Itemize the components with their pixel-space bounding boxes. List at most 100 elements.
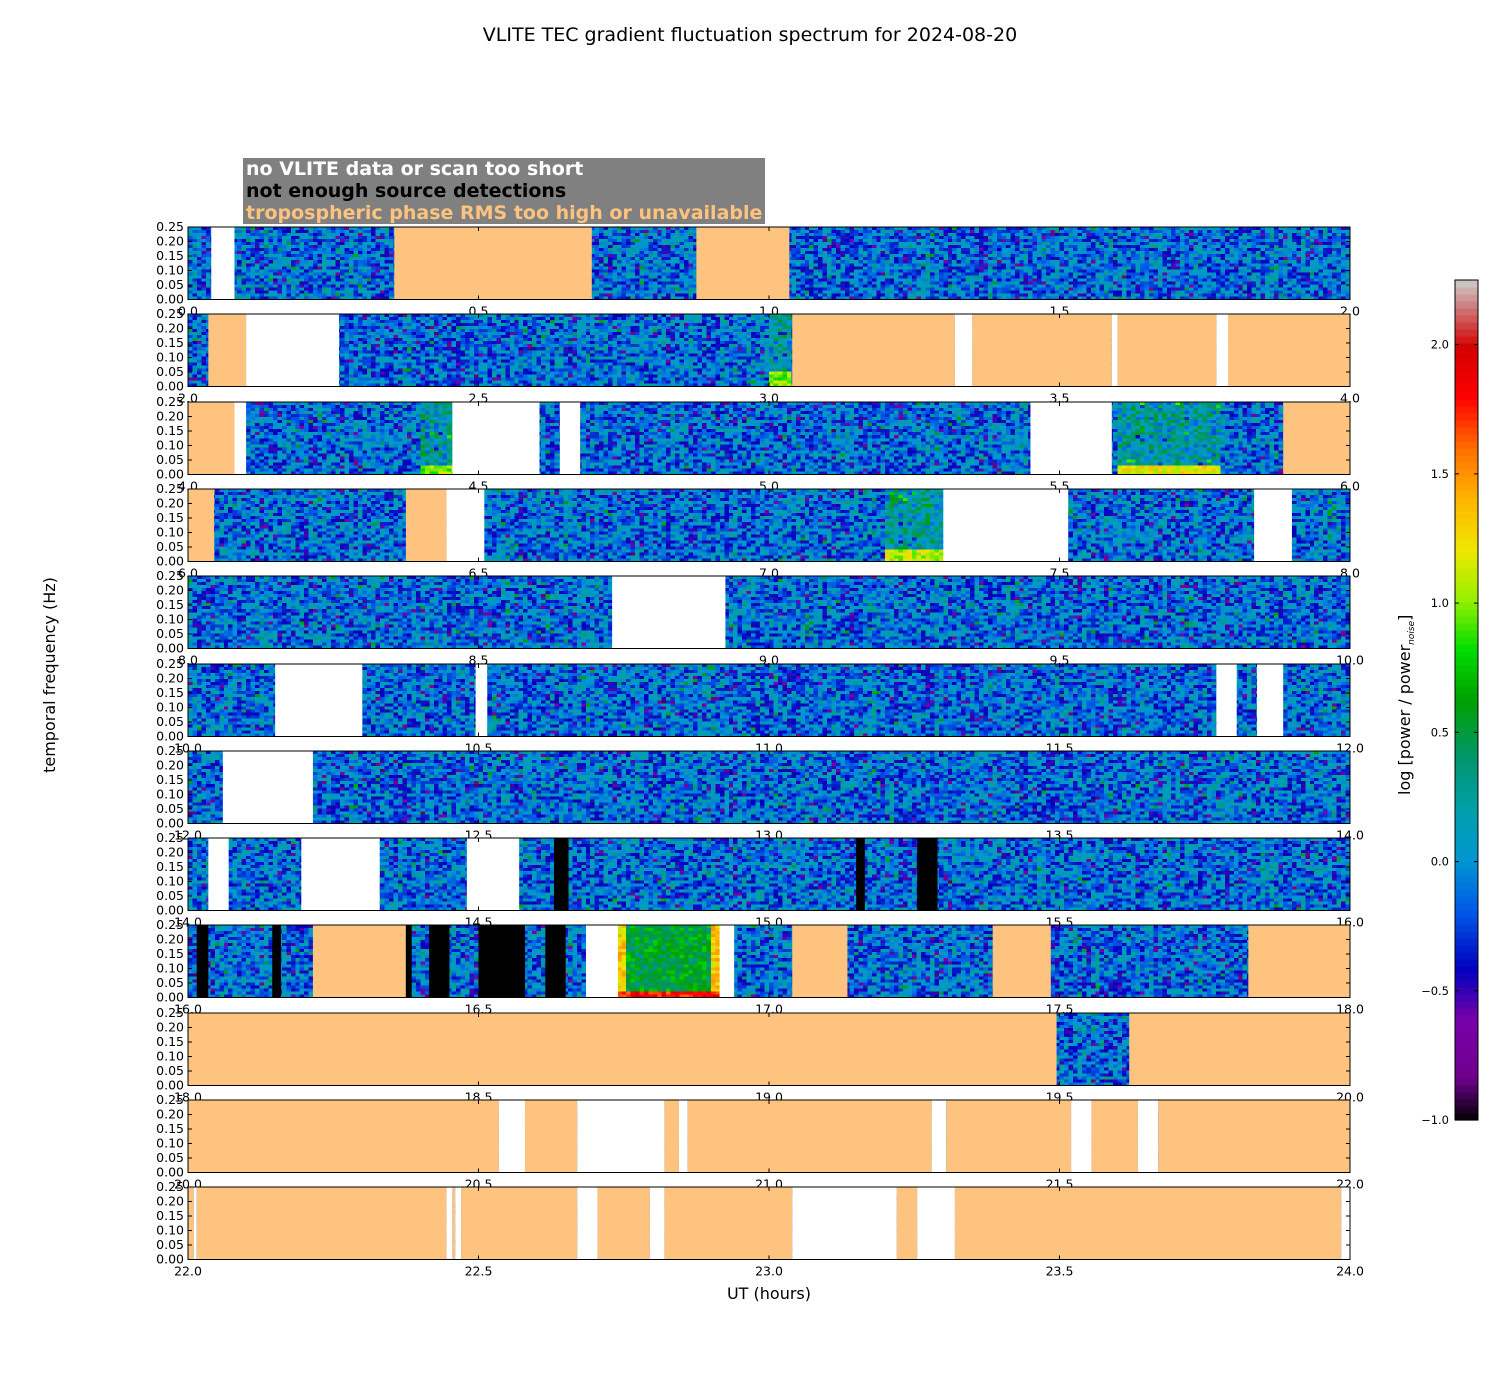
colorbar-segment	[1455, 854, 1478, 862]
legend-no-sources: not enough source detections	[246, 180, 567, 202]
legend-tropo: tropospheric phase RMS too high or unava…	[246, 202, 763, 224]
colorbar-segment	[1455, 553, 1478, 561]
y-tick-label: 0.25	[156, 656, 184, 671]
mask-nodata	[498, 1100, 525, 1173]
colorbar-segment	[1455, 1064, 1478, 1072]
colorbar-segment	[1455, 420, 1478, 428]
y-tick-label: 0.00	[156, 1078, 184, 1093]
colorbar-segment	[1455, 721, 1478, 729]
mask-nodata	[452, 402, 540, 475]
y-tick-label: 0.10	[156, 700, 184, 715]
y-tick-label: 0.00	[156, 816, 184, 831]
mask-nosrc	[554, 838, 569, 911]
mask-nosrc	[272, 925, 281, 998]
colorbar-segment	[1455, 987, 1478, 995]
colorbar-segment	[1455, 749, 1478, 757]
colorbar-segment	[1455, 1099, 1478, 1107]
y-tick-label: 0.20	[156, 583, 184, 598]
colorbar-segment	[1455, 637, 1478, 645]
y-tick-label: 0.10	[156, 787, 184, 802]
colorbar-segment	[1455, 518, 1478, 526]
mask-nosrc	[429, 925, 450, 998]
colorbar-segment	[1455, 665, 1478, 673]
mask-tropo	[452, 1187, 456, 1260]
colorbar-segment	[1455, 973, 1478, 981]
colorbar-segment	[1455, 497, 1478, 505]
colorbar-segment	[1455, 658, 1478, 666]
y-tick-label: 0.00	[156, 379, 184, 394]
y-tick-label: 0.05	[156, 539, 184, 554]
colorbar-segment	[1455, 1029, 1478, 1037]
y-tick-label: 0.25	[156, 219, 184, 234]
y-tick-label: 0.20	[156, 1020, 184, 1035]
legend-no-data: no VLITE data or scan too short	[246, 158, 584, 180]
colorbar-segment	[1455, 1113, 1478, 1121]
mask-nodata	[1030, 402, 1112, 475]
colorbar-segment	[1455, 1008, 1478, 1016]
mask-tropo	[696, 227, 790, 300]
colorbar-segment	[1455, 560, 1478, 568]
colorbar-segment	[1455, 616, 1478, 624]
y-tick-label: 0.05	[156, 714, 184, 729]
y-tick-label: 0.15	[156, 946, 184, 961]
colorbar-segment	[1455, 581, 1478, 589]
chart-title: VLITE TEC gradient fluctuation spectrum …	[482, 24, 1018, 46]
mask-nodata	[234, 402, 247, 475]
colorbar-segment	[1455, 833, 1478, 841]
y-tick-label: 0.05	[156, 888, 184, 903]
mask-tropo	[664, 1187, 793, 1260]
mask-nodata	[1216, 314, 1228, 387]
mask-tropo	[188, 1100, 499, 1173]
y-tick-label: 0.00	[156, 903, 184, 918]
colorbar-segment	[1455, 875, 1478, 883]
y-tick-label: 0.25	[156, 743, 184, 758]
mask-nodata	[1254, 489, 1292, 562]
colorbar-segment	[1455, 952, 1478, 960]
mask-nodata	[649, 1187, 665, 1260]
colorbar-segment	[1455, 917, 1478, 925]
colorbar-segment	[1455, 672, 1478, 680]
colorbar-segment	[1455, 448, 1478, 456]
colorbar-segment	[1455, 574, 1478, 582]
colorbar-segment	[1455, 812, 1478, 820]
colorbar-segment	[1455, 371, 1478, 379]
mask-tropo	[954, 1187, 1342, 1260]
colorbar-segment	[1455, 504, 1478, 512]
y-tick-label: 0.15	[156, 859, 184, 874]
colorbar-segment	[1455, 861, 1478, 869]
colorbar-tick-label: 2.0	[1431, 338, 1449, 352]
mask-nosrc	[917, 838, 938, 911]
mask-tropo	[792, 314, 955, 387]
mask-nodata	[559, 402, 581, 475]
colorbar-segment	[1455, 378, 1478, 386]
mask-nodata	[931, 1100, 947, 1173]
colorbar-segment	[1455, 805, 1478, 813]
colorbar-segment	[1455, 434, 1478, 442]
colorbar-segment	[1455, 546, 1478, 554]
y-tick-label: 0.20	[156, 845, 184, 860]
spectrum-panel-3: 0.000.050.100.150.200.254.0 4.5 5.0 5.5 6.0	[156, 394, 1360, 494]
colorbar-segment	[1455, 728, 1478, 736]
colorbar-segment	[1455, 756, 1478, 764]
colorbar-segment	[1455, 1057, 1478, 1065]
colorbar-segment	[1455, 1015, 1478, 1023]
colorbar-segment	[1455, 1043, 1478, 1051]
mask-tropo	[188, 402, 235, 475]
mask-tropo	[394, 227, 592, 300]
colorbar-segment	[1455, 357, 1478, 365]
y-tick-label: 0.15	[156, 1208, 184, 1223]
colorbar-segment	[1455, 910, 1478, 918]
colorbar-segment	[1455, 567, 1478, 575]
y-tick-label: 0.05	[156, 1150, 184, 1165]
y-tick-label: 0.25	[156, 306, 184, 321]
y-tick-label: 0.20	[156, 409, 184, 424]
mask-tropo	[524, 1100, 578, 1173]
y-tick-label: 0.00	[156, 467, 184, 482]
colorbar-segment	[1455, 980, 1478, 988]
colorbar-segment	[1455, 763, 1478, 771]
mask-tropo	[1227, 314, 1350, 387]
y-tick-label: 0.15	[156, 248, 184, 263]
